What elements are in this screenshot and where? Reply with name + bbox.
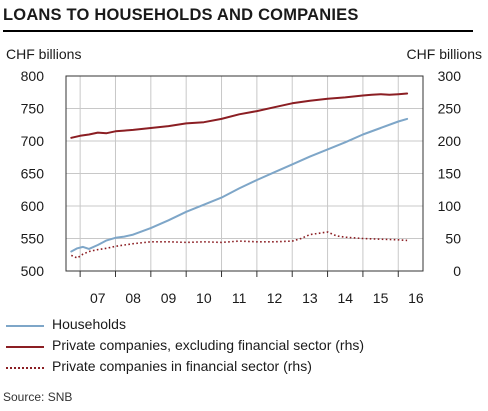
x-tick-label: 13 (302, 290, 318, 306)
legend-label-private-companies: Private companies, excluding financial s… (52, 337, 365, 353)
right-tick-label: 250 (438, 101, 462, 117)
right-tick-label: 50 (445, 231, 461, 247)
left-tick-label: 650 (21, 166, 45, 182)
right-tick-label: 300 (438, 68, 462, 84)
legend-label-financial-sector: Private companies in financial sector (r… (52, 358, 312, 374)
series-line-households (70, 117, 409, 253)
left-tick-label: 550 (21, 231, 45, 247)
legend-label-households: Households (52, 316, 126, 332)
legend-swatch-private-companies (6, 346, 44, 348)
x-tick-label: 07 (90, 290, 106, 306)
left-tick-label: 800 (21, 68, 45, 84)
x-tick-label: 08 (125, 290, 141, 306)
x-tick-label: 11 (232, 290, 247, 306)
x-tick-label: 12 (267, 290, 283, 306)
right-tick-label: 200 (438, 133, 462, 149)
loans-chart: CHF billions CHF billions5005506006507007… (6, 46, 482, 306)
left-tick-label: 750 (21, 101, 45, 117)
title-rule (3, 30, 473, 32)
x-tick-label: 16 (408, 290, 424, 306)
x-tick-label: 14 (337, 290, 353, 306)
legend-swatch-households (6, 325, 44, 327)
plot-frame (65, 75, 424, 272)
right-axis-label: CHF billions (407, 46, 482, 62)
chart-title: LOANS TO HOUSEHOLDS AND COMPANIES (3, 6, 359, 24)
left-tick-label: 600 (21, 198, 45, 214)
x-tick-label: 10 (196, 290, 212, 306)
legend-swatch-financial-sector (6, 367, 44, 369)
series-line-private-companies (70, 92, 409, 139)
series-line-financial-sector (70, 231, 408, 259)
left-axis-label: CHF billions (6, 46, 81, 62)
left-tick-label: 500 (21, 263, 45, 279)
x-tick-label: 09 (161, 290, 177, 306)
left-tick-label: 700 (21, 133, 45, 149)
x-tick-label: 15 (373, 290, 389, 306)
right-tick-label: 150 (438, 166, 462, 182)
right-tick-label: 100 (438, 198, 462, 214)
source-note: Source: SNB (3, 390, 73, 404)
right-tick-label: 0 (453, 263, 461, 279)
